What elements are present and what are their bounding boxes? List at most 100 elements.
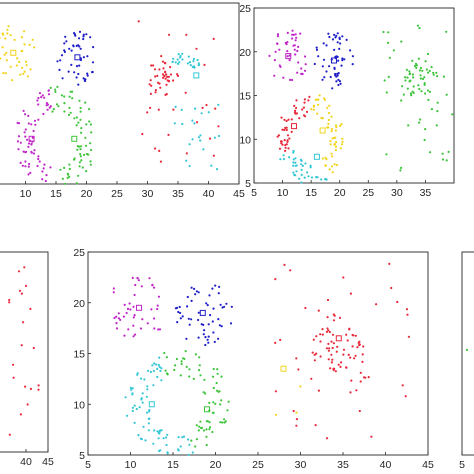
data-point (288, 156, 291, 159)
data-point (286, 139, 289, 142)
data-point (149, 92, 152, 95)
data-point (327, 118, 330, 122)
x-tick-label: 40 (20, 456, 32, 468)
x-tick-label: 25 (111, 188, 123, 200)
data-point (219, 303, 222, 306)
data-point (22, 321, 25, 324)
data-point (323, 98, 326, 101)
cluster-center-marker (313, 153, 320, 160)
data-point (77, 72, 80, 76)
data-point (326, 106, 329, 109)
data-point (175, 357, 178, 361)
data-point (334, 55, 337, 58)
data-point (63, 50, 66, 54)
data-point (25, 150, 28, 153)
data-point (283, 263, 286, 266)
data-point (186, 305, 189, 308)
data-point (351, 63, 354, 66)
y-tick-label: 10 (73, 399, 85, 411)
data-point (346, 339, 349, 342)
x-tick-label: 35 (420, 187, 432, 199)
data-point (274, 278, 277, 281)
data-point (133, 333, 137, 336)
data-point (158, 430, 161, 433)
data-point (157, 328, 160, 331)
data-point (8, 433, 11, 436)
data-point (421, 69, 424, 72)
data-point (202, 429, 206, 432)
data-point (29, 307, 32, 310)
data-point (356, 346, 359, 349)
data-point (46, 108, 49, 111)
data-point (24, 135, 27, 138)
data-point (218, 285, 221, 288)
data-point (321, 328, 324, 331)
data-point (277, 134, 281, 137)
data-point (77, 121, 80, 124)
data-point (343, 58, 346, 61)
data-point (20, 292, 23, 295)
data-point (208, 294, 211, 297)
data-point (158, 149, 161, 152)
data-point (342, 348, 346, 351)
data-point (148, 277, 151, 280)
data-point (411, 73, 414, 76)
data-point (205, 302, 208, 305)
data-point (299, 158, 302, 161)
data-point (304, 63, 307, 66)
data-point (331, 171, 334, 174)
data-point (190, 318, 193, 321)
data-point (77, 145, 81, 148)
data-point (279, 158, 282, 161)
data-point (349, 356, 352, 359)
data-point (156, 367, 159, 370)
data-point (6, 28, 9, 31)
data-point (293, 104, 296, 107)
data-point (203, 378, 206, 381)
data-point (332, 313, 335, 316)
data-point (303, 101, 306, 104)
data-point (41, 94, 44, 97)
data-point (182, 435, 186, 438)
data-point (79, 110, 82, 113)
data-point (68, 47, 71, 50)
data-point (75, 182, 78, 185)
data-point (287, 118, 290, 121)
data-point (56, 60, 59, 63)
data-point (418, 121, 421, 124)
data-point (205, 420, 208, 423)
data-point (8, 298, 11, 302)
data-point (15, 64, 18, 67)
x-tick-label: 25 (252, 459, 264, 471)
data-point (24, 385, 27, 388)
data-point (313, 62, 316, 66)
data-point (282, 76, 285, 79)
data-point (279, 140, 283, 143)
data-point (424, 92, 427, 95)
data-point (339, 365, 342, 368)
data-point (330, 353, 333, 356)
data-point (418, 69, 421, 72)
data-point (407, 124, 410, 127)
data-point (195, 47, 198, 50)
data-point (400, 40, 403, 43)
data-point (290, 118, 293, 121)
scatter-panel-bottom-center: 5 10 15 20 25 30 35 40 45 5 10 15 20 25 (73, 247, 434, 471)
data-point (181, 58, 184, 61)
scatter-panel-top-right: 5 10 15 20 25 30 35 5 10 15 20 25 (239, 3, 455, 199)
cluster-center-marker (331, 57, 337, 64)
data-point (41, 178, 44, 181)
data-point (128, 302, 131, 305)
data-point (355, 389, 358, 392)
data-point (362, 376, 366, 379)
data-point (24, 160, 27, 163)
data-point (179, 445, 182, 448)
data-point (273, 59, 276, 62)
data-point (274, 50, 277, 53)
data-point (325, 44, 328, 47)
data-point (430, 66, 433, 69)
data-point (325, 330, 328, 333)
data-point (33, 149, 36, 152)
data-point (191, 65, 194, 69)
data-point (291, 37, 294, 40)
